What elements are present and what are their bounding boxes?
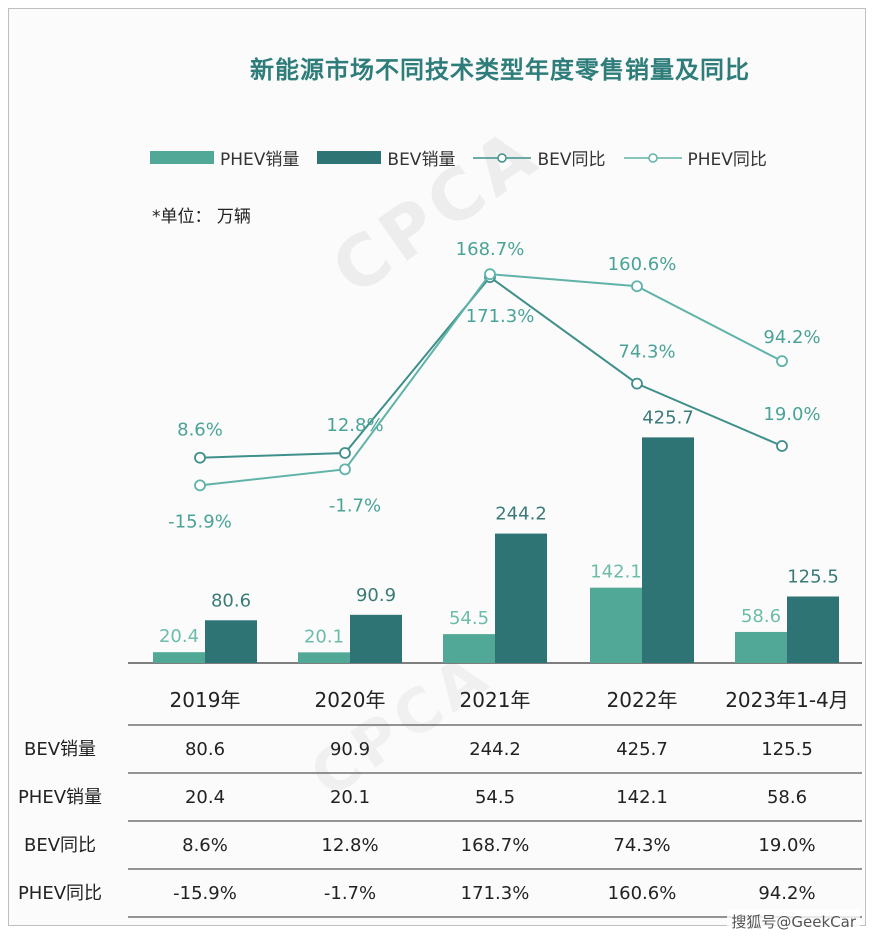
legend-label: PHEV同比 (687, 150, 767, 170)
line-data-label: 160.6% (608, 254, 677, 275)
x-tick-label: 2023年1-4月 (725, 688, 849, 712)
table-row-label: BEV销量 (24, 739, 96, 760)
table-cell: 20.1 (330, 787, 370, 808)
line-point (194, 451, 206, 464)
source-footer: 搜狐号@GeekCar (727, 909, 860, 934)
bar-label-bev: 125.5 (787, 566, 839, 587)
table-cell: 168.7% (461, 835, 530, 856)
legend-item-phev-bar: PHEV销量 (150, 145, 299, 170)
line-point (339, 447, 351, 459)
line-data-label: 168.7% (456, 239, 525, 260)
line-point (776, 355, 788, 368)
line-data-label: 171.3% (466, 306, 535, 327)
chart-legend: PHEV销量 BEV销量 BEV同比 PHEV同比 (150, 145, 785, 170)
bar-label-bev: 80.6 (211, 590, 251, 611)
table-cell: 142.1 (616, 787, 668, 808)
table-cell: -15.9% (173, 883, 237, 904)
bar-phev (298, 652, 350, 663)
table-cell: 19.0% (758, 835, 815, 856)
bar-label-phev: 54.5 (449, 608, 489, 629)
line-data-label: 12.8% (326, 415, 383, 436)
bar-label-bev: 90.9 (356, 585, 396, 606)
line-point (484, 268, 496, 281)
legend-label: BEV销量 (387, 150, 456, 170)
legend-swatch-bev (317, 151, 382, 164)
legend-swatch-phev-line (623, 152, 682, 163)
line-data-label: 8.6% (177, 420, 223, 441)
line-point (339, 463, 351, 476)
line-point (194, 479, 206, 492)
bar-phev (443, 634, 495, 663)
bar-phev (735, 631, 787, 663)
line-point (631, 280, 643, 293)
table-cell: 244.2 (469, 739, 521, 760)
line-data-label: -15.9% (168, 511, 232, 532)
table-row-label: PHEV同比 (18, 883, 102, 904)
x-tick-label: 2021年 (460, 688, 531, 712)
bar-label-bev: 425.7 (642, 407, 694, 428)
table-cell: 54.5 (475, 787, 515, 808)
unit-note: *单位： 万辆 (152, 207, 251, 227)
legend-swatch-phev (150, 151, 214, 164)
table-cell: -1.7% (324, 883, 376, 904)
legend-label: PHEV销量 (220, 150, 300, 170)
bar-bev (205, 620, 257, 663)
legend-swatch-bev-line (473, 152, 532, 163)
line-point (776, 440, 788, 452)
x-tick-label: 2020年 (315, 688, 386, 712)
line-data-label: 19.0% (763, 404, 820, 425)
bar-bev (495, 533, 547, 663)
bar-bev (350, 614, 402, 663)
table-cell: 8.6% (182, 835, 228, 856)
x-tick-label: 2022年 (607, 688, 678, 712)
chart-title: 新能源市场不同技术类型年度零售销量及同比 (250, 56, 750, 84)
table-cell: 425.7 (616, 739, 668, 760)
legend-label: BEV同比 (537, 150, 606, 170)
table-cell: 90.9 (330, 739, 370, 760)
bar-label-phev: 20.1 (304, 626, 344, 647)
table-cell: 125.5 (761, 739, 813, 760)
bar-label-bev: 244.2 (495, 504, 547, 525)
x-tick-label: 2019年 (170, 688, 241, 712)
bar-phev (590, 587, 642, 663)
bar-bev (787, 596, 839, 663)
bar-label-phev: 58.6 (741, 606, 781, 627)
table-cell: 12.8% (321, 835, 378, 856)
table-cell: 80.6 (185, 739, 225, 760)
legend-item-bev-bar: BEV销量 (317, 145, 455, 170)
line-data-label: -1.7% (329, 495, 381, 516)
line-data-label: 74.3% (618, 342, 675, 363)
bar-bev (642, 437, 694, 663)
line-BEV同比 (199, 275, 783, 459)
table-cell: 74.3% (613, 835, 670, 856)
table-cell: 171.3% (461, 883, 530, 904)
line-point (631, 377, 643, 390)
legend-item-phev-line: PHEV同比 (623, 145, 767, 170)
legend-item-bev-line: BEV同比 (473, 145, 606, 170)
table-row-label: BEV同比 (24, 835, 96, 856)
bar-label-phev: 20.4 (159, 626, 199, 647)
table-cell: 58.6 (767, 787, 807, 808)
table-row-label: PHEV销量 (18, 787, 102, 808)
line-data-label: 94.2% (763, 327, 820, 348)
table-cell: 94.2% (758, 883, 815, 904)
bar-label-phev: 142.1 (590, 562, 642, 583)
table-cell: 20.4 (185, 787, 225, 808)
table-cell: 160.6% (608, 883, 677, 904)
bar-phev (153, 652, 205, 663)
